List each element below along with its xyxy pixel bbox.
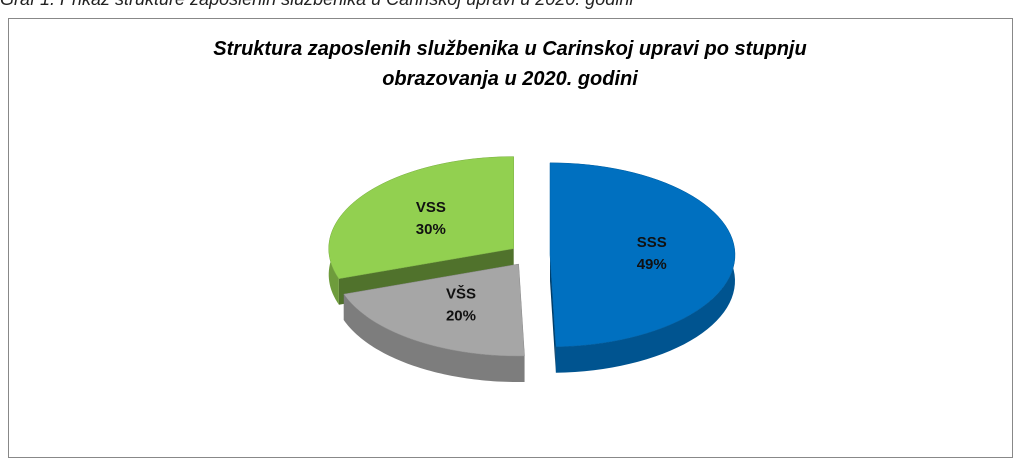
slice-side	[343, 294, 525, 383]
value-label: 20%	[446, 308, 476, 325]
slice-top	[343, 263, 525, 357]
category-label: VŠS	[446, 285, 476, 303]
value-label: 49%	[637, 256, 667, 273]
category-label: VSS	[416, 199, 446, 216]
caption: Graf 1. Prikaz strukture zaposlenih služ…	[0, 0, 633, 10]
slice-top	[328, 156, 514, 279]
chart-title: Struktura zaposlenih službenika u Carins…	[213, 38, 807, 90]
pie-slice	[549, 162, 736, 373]
slice-wall	[549, 254, 556, 373]
slice-top	[549, 162, 736, 348]
pie-slice	[343, 263, 525, 383]
category-label: SSS	[637, 234, 667, 251]
value-label: 30%	[416, 221, 446, 238]
chart: VSS 30% SSS 49% VŠS 20%	[328, 156, 736, 383]
